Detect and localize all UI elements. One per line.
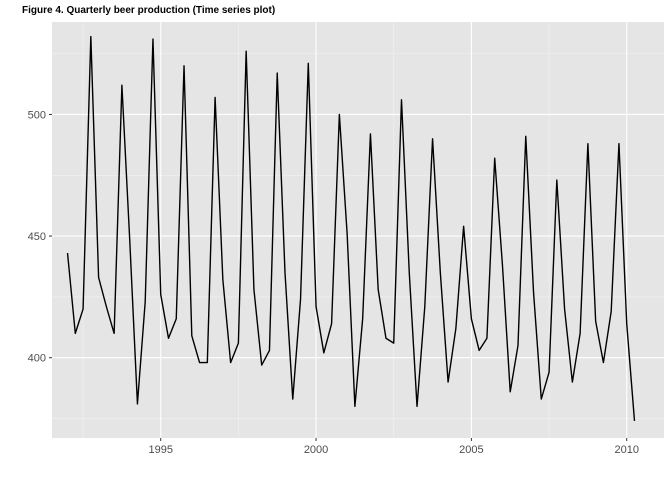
major-gridlines (52, 22, 664, 438)
x-axis: 1995 2000 2005 2010 (148, 438, 639, 456)
x-tick-label: 1995 (148, 444, 172, 456)
y-tick-label: 500 (28, 109, 46, 121)
production-series-line (66, 35, 636, 422)
x-tick-label: 2005 (459, 444, 483, 456)
minor-gridlines (52, 22, 664, 438)
y-axis: 400 450 500 (28, 109, 52, 365)
y-tick-label: 450 (28, 231, 46, 243)
chart-title: Figure 4. Quarterly beer production (Tim… (22, 5, 276, 16)
x-tick-label: 2000 (304, 444, 328, 456)
x-tick-label: 2010 (614, 444, 638, 456)
y-tick-label: 400 (28, 353, 46, 365)
